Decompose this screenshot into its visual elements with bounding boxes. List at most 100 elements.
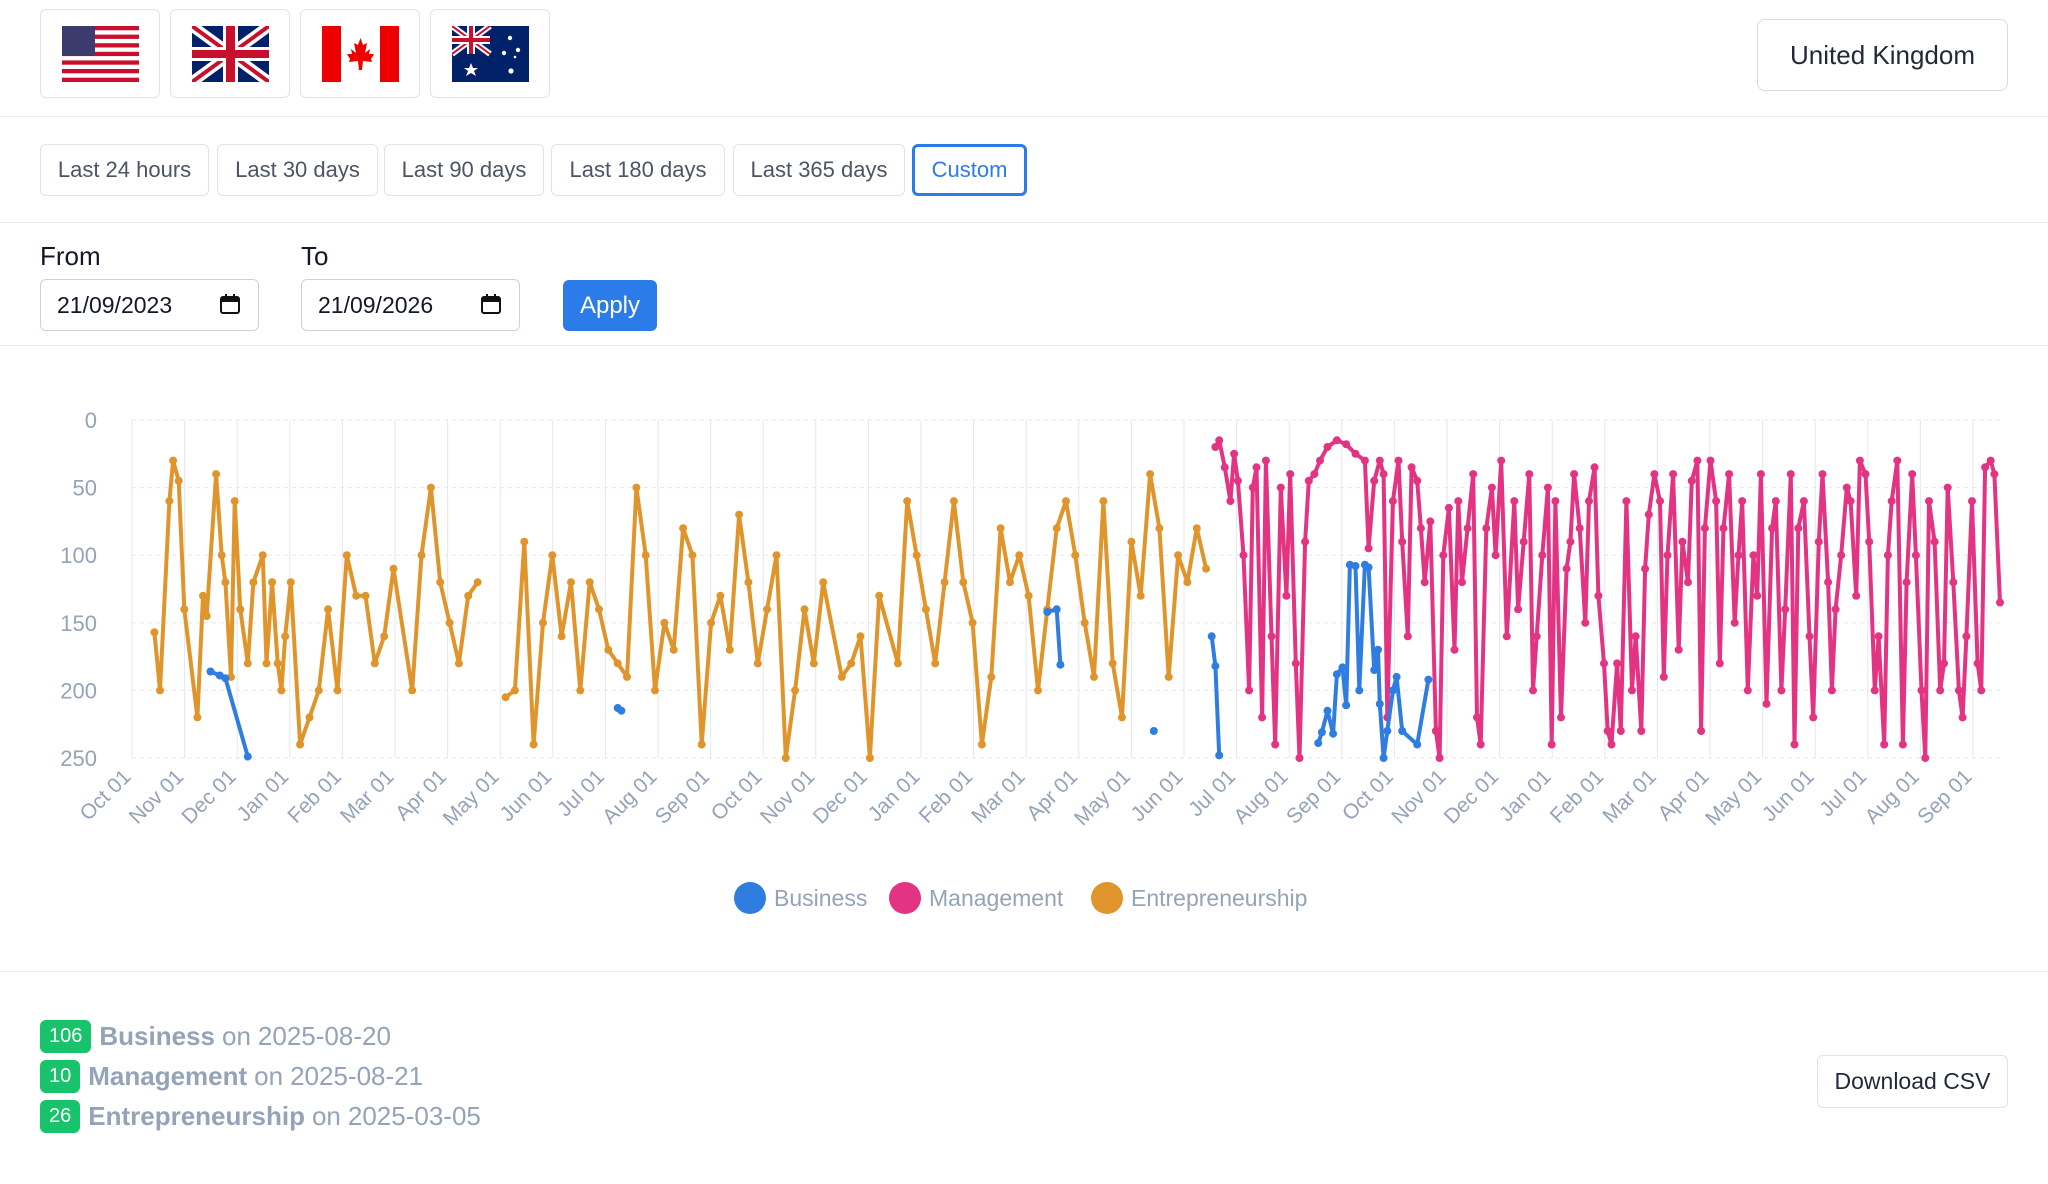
uk-flag-icon — [191, 25, 269, 82]
data-point — [1762, 699, 1771, 708]
data-point — [1174, 551, 1183, 560]
data-point — [1977, 686, 1986, 695]
legend-marker — [889, 882, 921, 914]
data-point — [1684, 578, 1692, 587]
x-tick-label: Aug 01 — [1229, 765, 1292, 828]
data-point — [1463, 524, 1472, 533]
data-point — [1949, 578, 1958, 587]
x-tick-label: Mar 01 — [1598, 765, 1660, 827]
x-tick-label: Jan 01 — [232, 765, 293, 826]
x-tick-label: Oct 01 — [707, 765, 767, 825]
range-365-days-button[interactable]: Last 365 days — [733, 144, 905, 196]
range-180-days-button[interactable]: Last 180 days — [551, 144, 725, 196]
data-point — [1852, 591, 1861, 600]
data-point — [865, 754, 874, 762]
stat-on: on — [311, 1101, 341, 1131]
data-point — [1510, 497, 1519, 506]
data-point — [408, 686, 417, 695]
uk-flag-button[interactable] — [170, 9, 290, 98]
data-point — [1738, 497, 1747, 506]
download-csv-button[interactable]: Download CSV — [1817, 1055, 2008, 1108]
data-point — [1656, 497, 1664, 506]
data-point — [847, 659, 856, 668]
data-point — [1052, 605, 1061, 614]
country-selector-button[interactable]: United Kingdom — [1757, 19, 2008, 91]
divider — [0, 116, 2048, 117]
data-point — [1756, 470, 1765, 479]
range-custom-button[interactable]: Custom — [912, 144, 1027, 196]
data-point — [199, 591, 207, 600]
data-point — [1613, 659, 1622, 668]
data-point — [1887, 497, 1896, 506]
x-tick-label: Nov 01 — [756, 765, 819, 828]
divider — [0, 345, 2048, 346]
data-point — [1734, 551, 1743, 560]
data-point — [1439, 551, 1448, 560]
data-point — [1394, 456, 1403, 465]
data-point — [324, 605, 333, 614]
to-date-input[interactable]: 21/09/2026 — [301, 279, 520, 331]
y-tick-label: 150 — [60, 611, 97, 636]
x-tick-label: Dec 01 — [809, 765, 872, 828]
range-90-days-button[interactable]: Last 90 days — [384, 144, 544, 196]
from-date-value: 21/09/2023 — [57, 291, 173, 318]
data-point — [1450, 645, 1459, 654]
data-point — [1099, 497, 1108, 506]
x-tick-label: Feb 01 — [1546, 765, 1609, 828]
data-point — [1607, 740, 1616, 749]
data-point — [230, 497, 239, 506]
data-point — [417, 551, 426, 560]
data-point — [262, 659, 271, 668]
data-point — [1663, 551, 1672, 560]
data-point — [557, 632, 566, 641]
data-point — [1258, 713, 1267, 722]
data-point — [977, 740, 986, 749]
data-point — [1458, 578, 1466, 587]
data-point — [1616, 727, 1625, 735]
range-24-hours-button[interactable]: Last 24 hours — [40, 144, 209, 196]
data-point — [1388, 497, 1397, 506]
data-point — [1538, 551, 1547, 560]
data-point — [660, 618, 669, 627]
data-point — [1669, 470, 1678, 479]
data-point — [1215, 751, 1224, 760]
data-point — [1379, 470, 1388, 479]
data-point — [1252, 463, 1261, 472]
data-point — [1809, 713, 1818, 722]
data-point — [856, 632, 865, 641]
australia-flag-button[interactable] — [430, 9, 550, 98]
data-point — [342, 551, 351, 560]
us-flag-button[interactable] — [40, 9, 160, 98]
x-tick-label: Sep 01 — [651, 765, 714, 828]
data-point — [697, 740, 706, 749]
stat-date: 2025-03-05 — [347, 1101, 481, 1131]
canada-flag-button[interactable] — [300, 9, 420, 98]
data-point — [800, 605, 809, 614]
data-point — [296, 740, 305, 749]
data-point — [1454, 497, 1463, 506]
data-point — [1874, 632, 1883, 641]
stat-on: on — [221, 1021, 251, 1051]
data-point — [1777, 686, 1786, 695]
data-point — [1034, 686, 1042, 695]
data-point — [426, 483, 435, 492]
data-point — [174, 476, 183, 485]
range-30-days-button[interactable]: Last 30 days — [217, 144, 378, 196]
data-point — [206, 667, 215, 676]
from-date-input[interactable]: 21/09/2023 — [40, 279, 259, 331]
calendar-icon[interactable] — [481, 294, 501, 314]
data-point — [1973, 659, 1982, 668]
calendar-icon[interactable] — [220, 294, 240, 314]
data-point — [1370, 666, 1379, 675]
data-point — [1753, 591, 1762, 600]
data-point — [1631, 632, 1640, 641]
data-point — [1855, 456, 1864, 465]
data-point — [1986, 456, 1995, 465]
data-point — [1519, 537, 1528, 546]
data-point — [707, 618, 716, 627]
data-point — [679, 524, 688, 533]
data-point — [893, 659, 902, 668]
data-point — [1497, 456, 1506, 465]
data-point — [819, 578, 828, 587]
apply-button[interactable]: Apply — [563, 280, 657, 331]
